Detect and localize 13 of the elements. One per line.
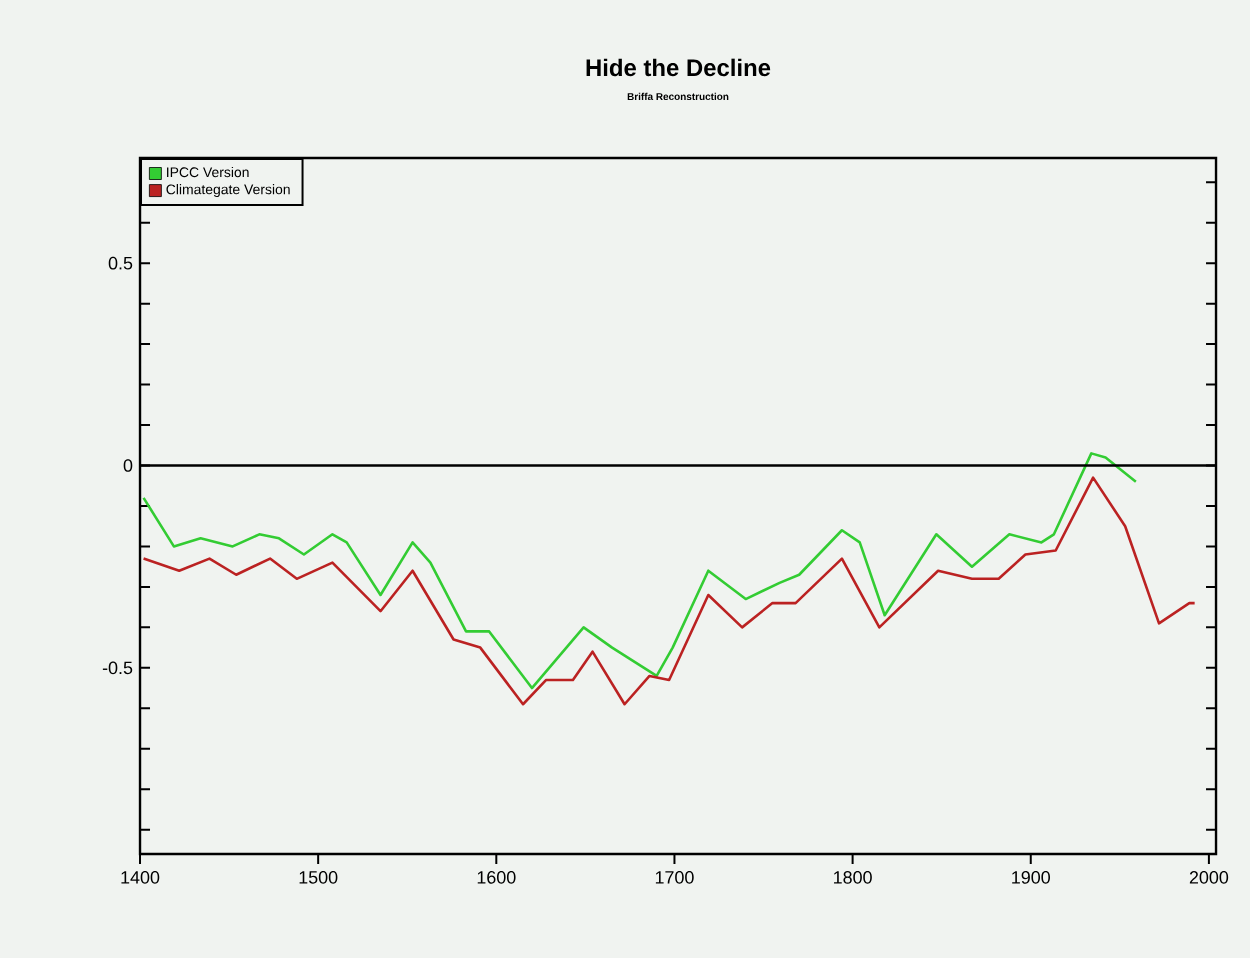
- chart-title: Hide the Decline: [586, 58, 771, 77]
- line-series: [142, 452, 1138, 690]
- y-tick-label: 0.5: [108, 256, 133, 270]
- x-tick-label: 1800: [834, 871, 872, 884]
- x-tick-label: 1600: [477, 871, 516, 884]
- x-tick-label: 2000: [1189, 871, 1229, 884]
- x-tick-label: 1400: [121, 871, 160, 884]
- y-tick-label: 0: [123, 459, 133, 472]
- x-tick-label: 1500: [299, 871, 338, 884]
- line-series: [142, 476, 1196, 706]
- x-tick-label: 1700: [655, 871, 694, 884]
- y-tick-label: -0.5: [102, 661, 133, 675]
- x-tick-label: 1900: [1012, 871, 1050, 884]
